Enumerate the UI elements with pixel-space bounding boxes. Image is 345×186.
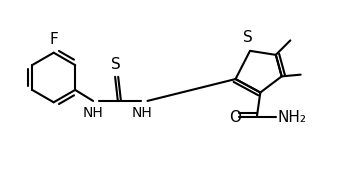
Text: NH: NH <box>131 106 152 120</box>
Text: S: S <box>111 57 121 72</box>
Text: S: S <box>244 30 253 45</box>
Text: NH₂: NH₂ <box>278 110 307 125</box>
Text: NH: NH <box>83 106 104 120</box>
Text: F: F <box>49 31 58 46</box>
Text: O: O <box>229 110 241 125</box>
